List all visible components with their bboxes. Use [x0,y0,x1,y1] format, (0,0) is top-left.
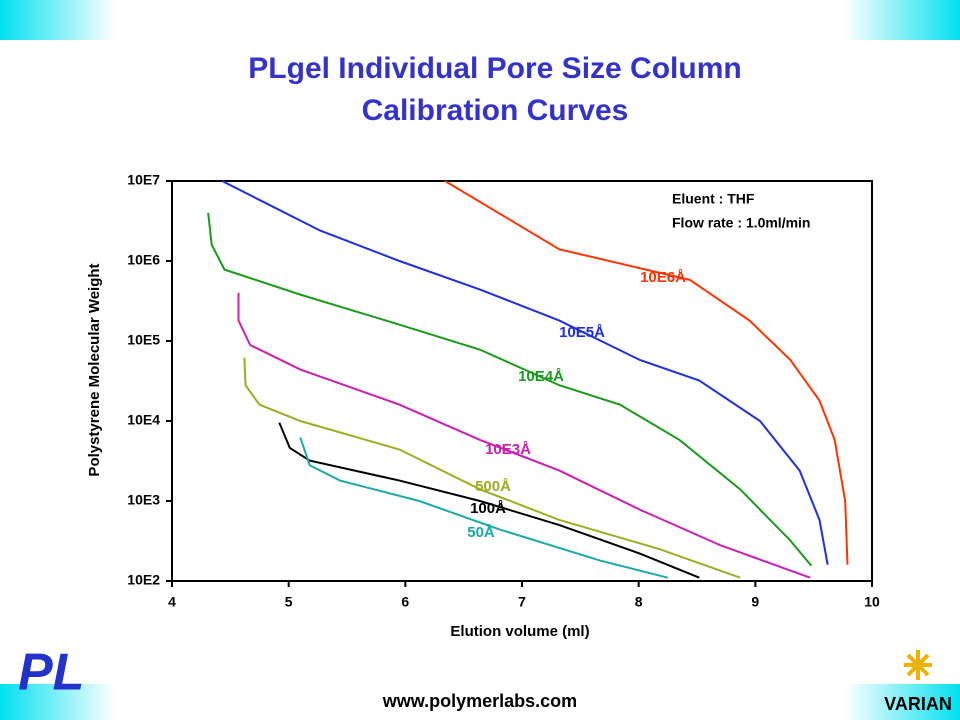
curve-label: 50Å [467,524,495,541]
x-tick-label: 6 [401,594,409,610]
y-tick-label: 10E3 [127,492,160,508]
x-tick-label: 4 [168,594,176,610]
curve-label: 10E6Å [640,269,686,286]
curve-label: 500Å [475,478,511,495]
y-tick-label: 10E4 [127,412,160,428]
y-axis-label: Polystyrene Molecular Weight [86,263,103,476]
curve-label: 100Å [470,500,506,517]
top-band [0,0,960,40]
x-tick-label: 8 [635,594,643,610]
calibration-curve [207,212,813,567]
annotation: Eluent : THF [672,191,755,207]
calibration-curve [237,292,811,579]
bottom-band [0,684,960,720]
footer-url: www.polymerlabs.com [382,691,577,711]
varian-icon [904,650,932,680]
y-tick-label: 10E7 [127,172,160,188]
calibration-curve [221,180,829,565]
calibration-curve [243,357,741,579]
curve-label: 10E3Å [485,441,531,458]
curve-label: 10E5Å [559,324,605,341]
x-tick-label: 5 [285,594,293,610]
x-tick-label: 9 [751,594,759,610]
x-tick-label: 7 [518,594,526,610]
calibration-curve [444,180,849,565]
y-tick-label: 10E2 [127,572,160,588]
x-tick-label: 10 [864,594,880,610]
curve-label: 10E4Å [518,368,564,385]
logo-left: PL [18,644,84,702]
logo-right: VARIAN [884,694,952,714]
chart-title: PLgel Individual Pore Size Column [248,52,741,85]
y-tick-label: 10E6 [127,252,160,268]
y-tick-label: 10E5 [127,332,160,348]
chart-subtitle: Calibration Curves [362,94,629,127]
calibration-curve [299,437,669,579]
calibration-curve [278,422,700,579]
x-axis-label: Elution volume (ml) [450,623,589,640]
annotation: Flow rate : 1.0ml/min [672,215,810,231]
